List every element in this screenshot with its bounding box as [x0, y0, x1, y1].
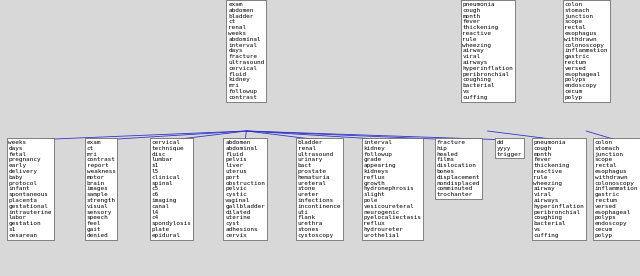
Text: weeks
days
fetal
pregnancy
early
delivery
baby
protocol
infant
spontaneous
place: weeks days fetal pregnancy early deliver… [8, 140, 52, 238]
Text: colon
stomach
junction
scope
rectal
esophagus
withdrawn
colonoscopy
inflammation: colon stomach junction scope rectal esop… [595, 140, 638, 238]
Text: colon
stomach
junction
scope
rectal
esophagus
withdrawn
colonoscopy
inflammation: colon stomach junction scope rectal esop… [564, 2, 608, 100]
Text: dd
yyyy
trigger: dd yyyy trigger [497, 140, 522, 156]
Text: bladder
renal
ultrasound
urinary
bact
prostate
hematuria
ureteral
stone
ureter
i: bladder renal ultrasound urinary bact pr… [298, 140, 341, 238]
Text: exam
abdomen
bladder
ct
renal
weeks
abdominal
interval
days
fracture
ultrasound
: exam abdomen bladder ct renal weeks abdo… [228, 2, 264, 100]
Text: fracture
hip
healed
films
dislocation
bones
displacement
nondisplaced
comminuted: fracture hip healed films dislocation bo… [436, 140, 480, 197]
Text: pneumonia
cough
month
fever
thickening
reactive
rule
wheezing
airway
viral
airwa: pneumonia cough month fever thickening r… [533, 140, 584, 238]
Text: interval
kidney
followup
grade
appearing
kidneys
reflux
growth
hydronephrosis
sl: interval kidney followup grade appearing… [364, 140, 421, 238]
Text: exam
ct
mri
contrast
report
weakness
motor
brain
images
sample
strength
visual
s: exam ct mri contrast report weakness mot… [86, 140, 116, 238]
Text: abdomen
abdominal
fluid
pelvis
liver
uterus
port
obstruction
pelvic
cystic
vagin: abdomen abdominal fluid pelvis liver ute… [225, 140, 265, 238]
Text: pneumonia
cough
month
fever
thickening
reactive
rule
wheezing
airway
viral
airwa: pneumonia cough month fever thickening r… [462, 2, 513, 100]
Text: cervical
technique
disc
lumbar
s1
l5
clinical
spinal
c5
c6
imaging
canal
l4
c4
s: cervical technique disc lumbar s1 l5 cli… [152, 140, 191, 238]
